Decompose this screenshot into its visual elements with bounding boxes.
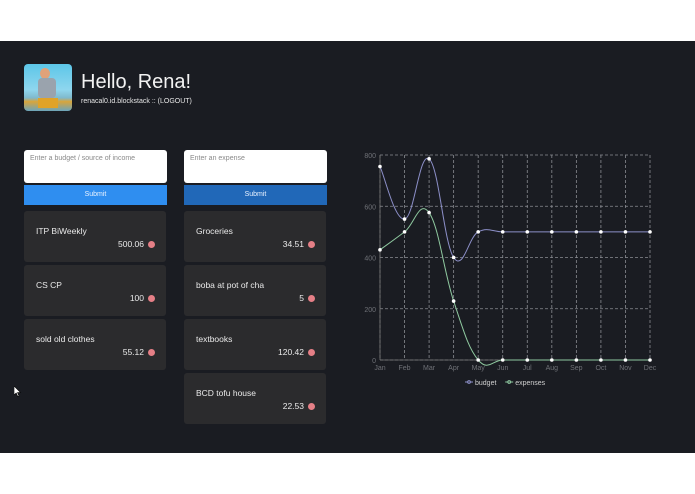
delete-icon[interactable] bbox=[308, 241, 315, 248]
svg-text:Mar: Mar bbox=[423, 365, 436, 372]
avatar bbox=[24, 64, 72, 111]
delete-icon[interactable] bbox=[308, 349, 315, 356]
svg-text:Apr: Apr bbox=[448, 365, 460, 372]
mouse-cursor-icon bbox=[14, 386, 22, 397]
item-name: ITP BiWeekly bbox=[36, 226, 87, 236]
svg-text:600: 600 bbox=[364, 204, 376, 211]
item-name: boba at pot of cha bbox=[196, 280, 265, 290]
svg-text:800: 800 bbox=[364, 153, 376, 160]
item-amount: 100 bbox=[129, 293, 144, 303]
income-submit-button[interactable]: Submit bbox=[24, 185, 167, 205]
expense-item: textbooks 120.42 bbox=[184, 319, 326, 370]
svg-text:expenses: expenses bbox=[515, 380, 545, 387]
income-item: sold old clothes 55.12 bbox=[24, 319, 166, 370]
budget-expenses-chart: 0 200 400 600 800 Jan Feb Mar Apr May Jun Jul Aug Sep… bbox=[364, 153, 657, 387]
income-item: ITP BiWeekly 500.06 bbox=[24, 211, 166, 262]
item-name: sold old clothes bbox=[36, 334, 95, 344]
income-input[interactable]: Enter a budget / source of income bbox=[24, 150, 167, 183]
expense-column: Enter an expense Submit Groceries 34.51 … bbox=[184, 150, 327, 424]
svg-text:Jan: Jan bbox=[374, 365, 385, 372]
svg-text:Jun: Jun bbox=[497, 365, 508, 372]
svg-text:Oct: Oct bbox=[595, 365, 606, 372]
user-id-logout-link[interactable]: renacal0.id.blockstack :: (LOGOUT) bbox=[81, 98, 192, 105]
delete-icon[interactable] bbox=[308, 295, 315, 302]
expense-item: boba at pot of cha 5 bbox=[184, 265, 326, 316]
svg-text:Nov: Nov bbox=[619, 365, 632, 372]
income-item: CS CP 100 bbox=[24, 265, 166, 316]
item-name: BCD tofu house bbox=[196, 388, 257, 398]
svg-text:Aug: Aug bbox=[546, 365, 559, 372]
item-name: Groceries bbox=[196, 226, 233, 236]
svg-text:Sep: Sep bbox=[570, 365, 583, 372]
svg-text:Jul: Jul bbox=[523, 365, 532, 372]
svg-text:400: 400 bbox=[364, 256, 376, 263]
svg-text:0: 0 bbox=[372, 358, 376, 365]
item-name: CS CP bbox=[36, 280, 62, 290]
income-column: Enter a budget / source of income Submit… bbox=[24, 150, 167, 370]
item-amount: 55.12 bbox=[122, 347, 144, 357]
expense-item: BCD tofu house 22.53 bbox=[184, 373, 326, 424]
greeting-title: Hello, Rena! bbox=[81, 71, 192, 93]
expense-input[interactable]: Enter an expense bbox=[184, 150, 327, 183]
delete-icon[interactable] bbox=[308, 403, 315, 410]
expense-item: Groceries 34.51 bbox=[184, 211, 326, 262]
delete-icon[interactable] bbox=[148, 241, 155, 248]
delete-icon[interactable] bbox=[148, 295, 155, 302]
income-list: ITP BiWeekly 500.06 CS CP 100 sold old c… bbox=[24, 211, 167, 370]
expense-list: Groceries 34.51 boba at pot of cha 5 tex… bbox=[184, 211, 327, 424]
item-amount: 500.06 bbox=[118, 239, 144, 249]
item-amount: 22.53 bbox=[282, 401, 304, 411]
item-amount: 120.42 bbox=[278, 347, 304, 357]
item-amount: 5 bbox=[299, 293, 304, 303]
svg-text:Feb: Feb bbox=[399, 365, 411, 372]
item-name: textbooks bbox=[196, 334, 233, 344]
svg-text:Dec: Dec bbox=[644, 365, 657, 372]
svg-text:200: 200 bbox=[364, 307, 376, 314]
app-container: Hello, Rena! renacal0.id.blockstack :: (… bbox=[0, 41, 695, 453]
svg-text:May: May bbox=[472, 365, 486, 372]
item-amount: 34.51 bbox=[282, 239, 304, 249]
delete-icon[interactable] bbox=[148, 349, 155, 356]
svg-text:budget: budget bbox=[475, 380, 496, 387]
expense-submit-button[interactable]: Submit bbox=[184, 185, 327, 205]
